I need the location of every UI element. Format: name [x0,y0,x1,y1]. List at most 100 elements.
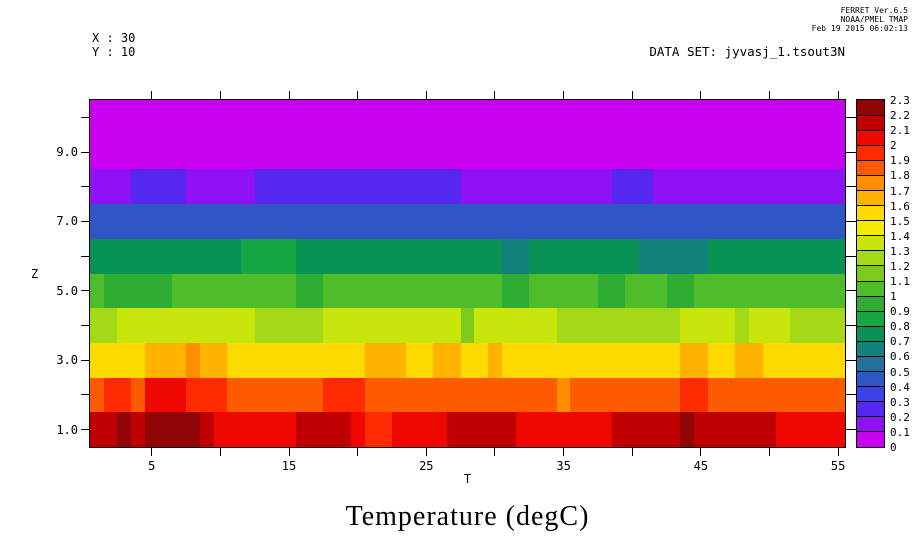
colorbar-label: 0.5 [890,365,910,379]
heatmap-segment [186,377,228,413]
colorbar [857,100,884,447]
colorbar-label: 2.2 [890,109,910,123]
y-tick-label: 3.0 [56,353,78,368]
y-axis-tick [81,394,89,396]
colorbar-cell-divider [857,416,884,418]
y-axis-tick [81,325,89,327]
heatmap-segment [90,134,845,170]
y-axis-tick [81,359,89,361]
x-axis-top-tick [425,91,427,99]
heatmap-segment [680,377,709,413]
heatmap-segment [501,238,530,275]
heatmap-segment [199,412,215,447]
y-axis-tick [81,186,89,188]
plot-border [89,99,846,448]
colorbar-cell [857,205,884,222]
heatmap-segment [529,273,599,309]
colorbar-cell [857,220,884,237]
heatmap-segment [405,342,434,379]
heatmap-segment [515,412,613,447]
x-axis-tick [425,448,427,456]
heatmap-segment [186,342,201,379]
heatmap-segment [227,342,366,379]
heatmap-segment [460,342,489,379]
y-slice-label: Y : 10 [92,45,136,59]
heatmap-segment [639,238,709,275]
colorbar-cell-divider [857,174,884,176]
heatmap-segment [144,342,187,379]
x-axis-top-tick [357,91,359,99]
y-axis-right-tick [846,394,856,396]
heatmap-segment [652,169,845,205]
colorbar-cell-divider [857,190,884,192]
heatmap-segment [625,273,668,309]
x-tick-label: 45 [693,459,709,473]
colorbar-cell-divider [857,265,884,267]
colorbar-label: 0.2 [890,410,910,424]
y-axis-tick [81,429,89,431]
colorbar-cell [857,416,884,433]
colorbar-label: 0.9 [890,305,910,319]
colorbar-cell [857,326,884,342]
ferret-date-text: Feb 19 2015 06:02:13 [811,24,908,33]
colorbar-cell [857,130,884,146]
colorbar-cell-divider [857,205,884,207]
colorbar-cell-divider [857,355,884,357]
heatmap-segment [241,238,297,275]
x-tick-label: 35 [556,459,571,473]
colorbar-label: 1.7 [890,184,910,198]
colorbar-label: 1.2 [890,259,910,273]
heatmap-segment [172,273,297,309]
colorbar-label: 0.4 [890,380,910,394]
colorbar-label: 1 [890,290,897,304]
colorbar-label: 1.8 [890,169,910,183]
heatmap-segment [556,308,681,344]
colorbar-label: 0 [890,441,897,454]
colorbar-label: 2 [890,139,897,153]
colorbar-cell [857,115,884,131]
colorbar-label: 1.1 [890,275,910,289]
heatmap-segment [213,412,297,447]
colorbar-cell-divider [857,114,884,116]
x-tick-label: 5 [148,459,156,473]
colorbar-cell-divider [857,325,884,327]
colorbar-cell-divider [857,235,884,237]
y-axis-label: Z [31,267,39,281]
colorbar-label: 1.6 [890,199,910,213]
colorbar-cell [857,371,884,388]
heatmap-segment [323,377,366,413]
colorbar-cell [857,431,884,447]
colorbar-cell [857,190,884,207]
heatmap-segment [694,412,777,447]
heatmap-segment [295,273,324,309]
y-axis-right-tick [846,255,856,257]
heatmap-segment [680,308,736,344]
x-tick-label: 25 [419,459,434,473]
x-axis-top-tick [837,91,839,99]
y-tick-label: 5.0 [56,283,78,298]
heatmap-segment [103,273,173,309]
y-axis-right-tick [846,186,856,188]
heatmap-segment [611,412,681,447]
heatmap-segment [501,342,681,379]
colorbar-label: 1.3 [890,244,910,258]
colorbar-cell [857,311,884,327]
colorbar-cell-divider [857,220,884,222]
colorbar-cell [857,160,884,176]
heatmap-segment [90,100,845,136]
heatmap-segment [529,238,640,275]
heatmap-segment [117,308,256,344]
colorbar-cell-divider [857,144,884,146]
heatmap-segment [117,412,132,447]
x-axis-top-tick [494,91,496,99]
colorbar-cell-divider [857,401,884,403]
colorbar-label: 2.3 [890,94,910,107]
heatmap-segment [323,273,503,309]
heatmap-segment [488,342,503,379]
colorbar-cell [857,296,884,312]
x-tick-label: 55 [830,459,846,473]
heatmap-segment [90,273,105,309]
heatmap-segment [570,377,681,413]
colorbar-label: 0.8 [890,320,910,334]
heatmap-segment [227,377,324,413]
